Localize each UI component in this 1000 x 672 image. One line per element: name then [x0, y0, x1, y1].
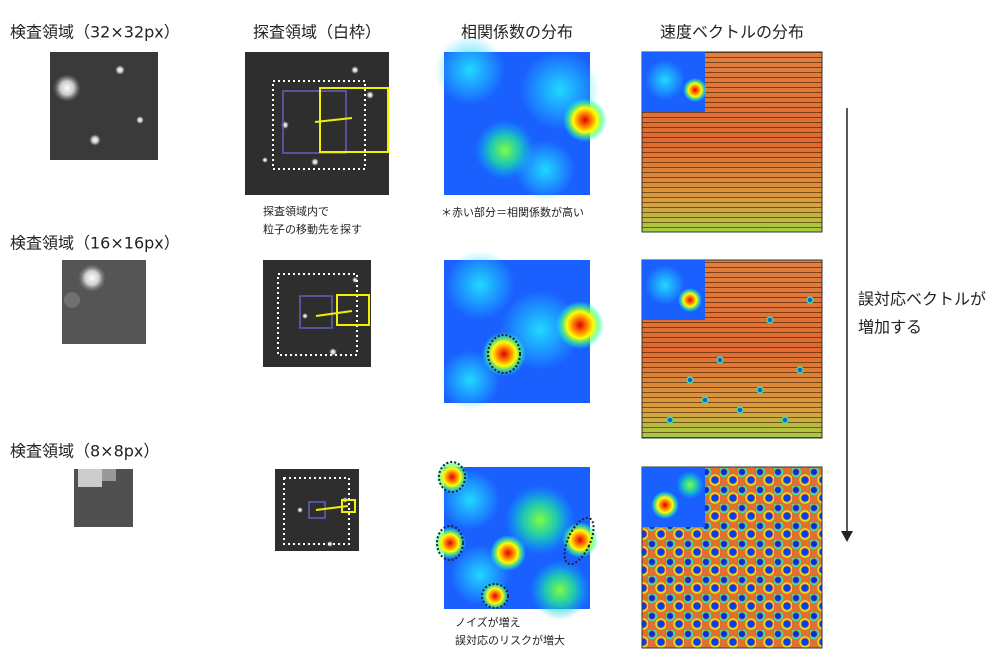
column-header: 探査領域（白枠） [253, 23, 381, 42]
row-label: 検査領域（16×16px） [10, 234, 180, 253]
note: ノイズが増え [455, 615, 521, 629]
trend-arrow [841, 108, 853, 542]
column-header: 速度ベクトルの分布 [660, 23, 804, 42]
velocity-map [641, 51, 823, 649]
note: ＊赤い部分＝相関係数が高い [441, 205, 584, 219]
column-header: 相関係数の分布 [461, 23, 573, 42]
note: 誤対応のリスクが増大 [455, 633, 565, 647]
correlation-map [434, 35, 607, 620]
note: 誤対応ベクトルが [858, 290, 986, 309]
search-image [245, 52, 389, 551]
note: 粒子の移動先を探す [263, 222, 362, 236]
row-label: 検査領域（32×32px） [10, 23, 180, 42]
interrogation-image [50, 52, 158, 527]
row-label: 検査領域（8×8px） [10, 442, 159, 461]
note: 増加する [858, 318, 922, 337]
note: 探査領域内で [263, 204, 329, 218]
